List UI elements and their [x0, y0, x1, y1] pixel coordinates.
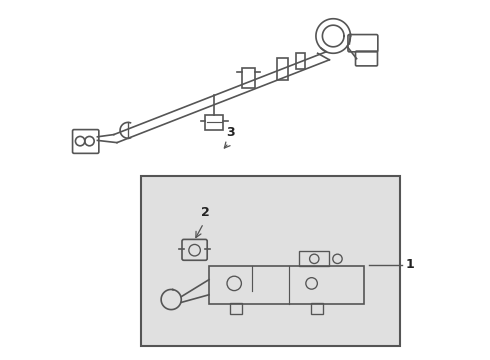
Bar: [311, 303, 323, 314]
Text: 3: 3: [226, 126, 235, 139]
Bar: [141, 176, 400, 346]
Bar: [277, 58, 288, 80]
Bar: [205, 115, 223, 130]
Bar: [296, 53, 305, 69]
Text: 1: 1: [405, 258, 414, 271]
Text: 2: 2: [201, 206, 210, 219]
Bar: [209, 266, 364, 304]
Bar: [229, 303, 243, 314]
Bar: [242, 68, 255, 88]
Bar: [299, 251, 329, 266]
